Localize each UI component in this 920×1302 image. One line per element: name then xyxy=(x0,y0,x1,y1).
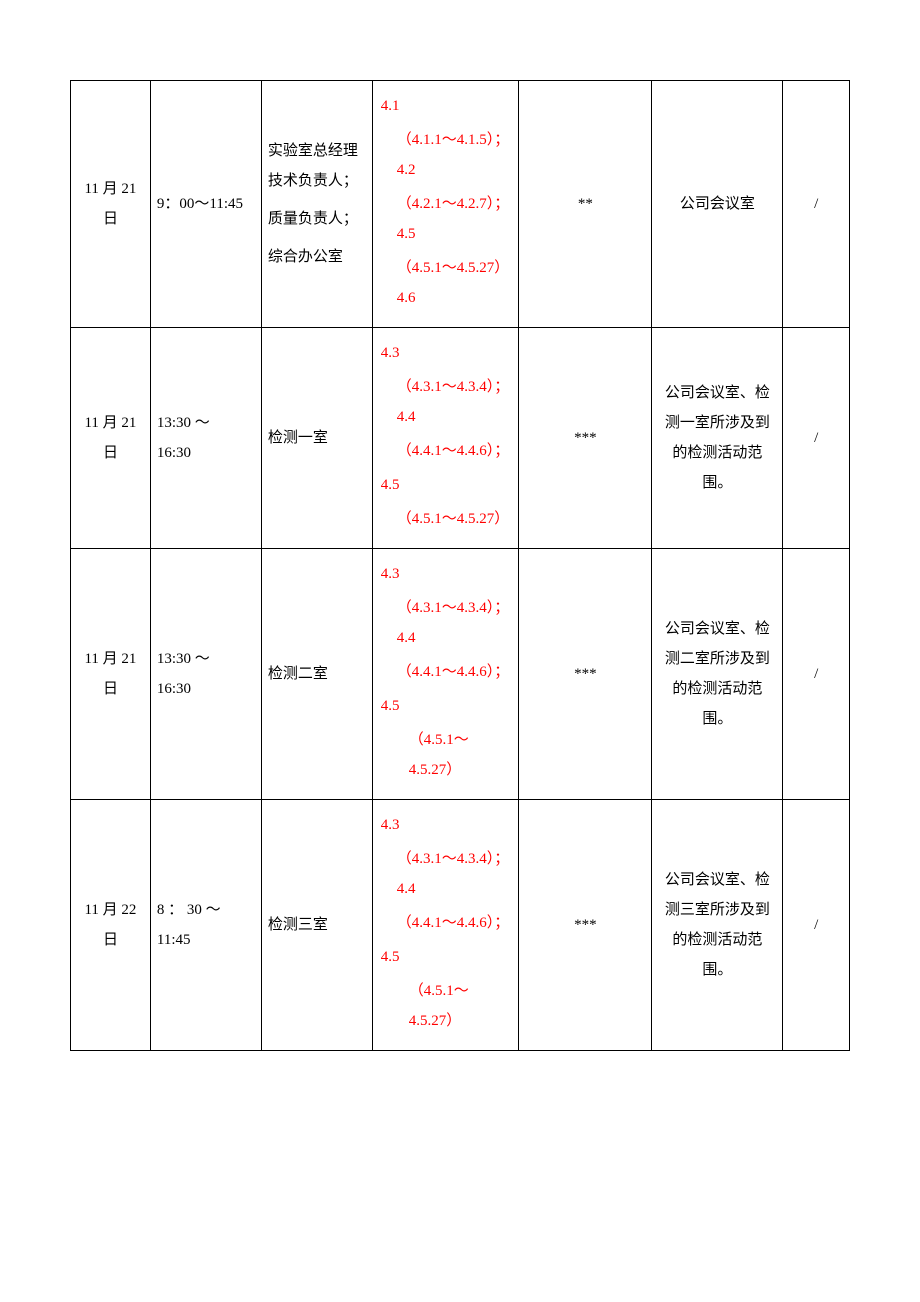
cell-location: 公司会议室、检测三室所涉及到的检测活动范围。 xyxy=(652,800,783,1051)
cell-remark: / xyxy=(783,81,850,328)
cell-location: 公司会议室 xyxy=(652,81,783,328)
clause-text: （4.3.1～4.3.4）；4.4 xyxy=(381,844,510,904)
clause-text: （4.5.1～4.5.27） xyxy=(381,504,510,534)
cell-clauses: 4.3 （4.3.1～4.3.4）；4.4 （4.4.1～4.4.6）； 4.5… xyxy=(372,549,518,800)
cell-time: 8 ： 30 ～ 11:45 xyxy=(150,800,261,1051)
time-text: 9：00～11:45 xyxy=(157,196,243,212)
table-row: 11 月 21 日 13:30 ～ 16:30 检测一室 4.3 （4.3.1～… xyxy=(71,328,850,549)
table-row: 11 月 21 日 9：00～11:45 实验室总经理 技术负责人； 质量负责人… xyxy=(71,81,850,328)
clause-text: （4.5.1～4.5.27）4.6 xyxy=(381,253,510,313)
cell-remark: / xyxy=(783,549,850,800)
cell-department: 实验室总经理 技术负责人； 质量负责人； 综合办公室 xyxy=(261,81,372,328)
cell-date: 11 月 21 日 xyxy=(71,328,151,549)
cell-star: *** xyxy=(519,328,652,549)
cell-time: 13:30 ～ 16:30 xyxy=(150,549,261,800)
cell-remark: / xyxy=(783,800,850,1051)
clause-text: 4.5 xyxy=(381,942,510,972)
clause-text: 4.3 xyxy=(381,559,510,589)
cell-location: 公司会议室、检测二室所涉及到的检测活动范围。 xyxy=(652,549,783,800)
cell-clauses: 4.3 （4.3.1～4.3.4）；4.4 （4.4.1～4.4.6）； 4.5… xyxy=(372,800,518,1051)
cell-date: 11 月 21 日 xyxy=(71,81,151,328)
cell-star: ** xyxy=(519,81,652,328)
cell-clauses: 4.1 （4.1.1～4.1.5）；4.2 （4.2.1～4.2.7）；4.5 … xyxy=(372,81,518,328)
clause-text: （4.3.1～4.3.4）；4.4 xyxy=(381,372,510,432)
cell-star: *** xyxy=(519,549,652,800)
cell-time: 13:30 ～ 16:30 xyxy=(150,328,261,549)
time-text: 16:30 xyxy=(157,674,255,704)
clause-text: （4.3.1～4.3.4）；4.4 xyxy=(381,593,510,653)
clause-text: （4.4.1～4.4.6）； xyxy=(381,657,510,687)
cell-date: 11 月 21 日 xyxy=(71,549,151,800)
cell-star: *** xyxy=(519,800,652,1051)
clause-text: 4.3 xyxy=(381,810,510,840)
clause-text: 4.5 xyxy=(381,470,510,500)
clause-text: （4.2.1～4.2.7）；4.5 xyxy=(381,189,510,249)
time-text: 16:30 xyxy=(157,438,255,468)
cell-department: 检测二室 xyxy=(261,549,372,800)
cell-date: 11 月 22 日 xyxy=(71,800,151,1051)
cell-location: 公司会议室、检测一室所涉及到的检测活动范围。 xyxy=(652,328,783,549)
clause-text: 4.1 xyxy=(381,91,510,121)
dept-text: 实验室总经理 技术负责人； xyxy=(268,136,366,196)
table-body: 11 月 21 日 9：00～11:45 实验室总经理 技术负责人； 质量负责人… xyxy=(71,81,850,1051)
clause-text: （4.5.1～4.5.27） xyxy=(381,725,510,785)
clause-text: （4.1.1～4.1.5）；4.2 xyxy=(381,125,510,185)
cell-clauses: 4.3 （4.3.1～4.3.4）；4.4 （4.4.1～4.4.6）； 4.5… xyxy=(372,328,518,549)
clause-text: （4.4.1～4.4.6）； xyxy=(381,436,510,466)
cell-department: 检测一室 xyxy=(261,328,372,549)
table-row: 11 月 22 日 8 ： 30 ～ 11:45 检测三室 4.3 （4.3.1… xyxy=(71,800,850,1051)
time-text: 13:30 ～ xyxy=(157,644,255,674)
time-text: 13:30 ～ xyxy=(157,408,255,438)
cell-time: 9：00～11:45 xyxy=(150,81,261,328)
clause-text: （4.5.1～4.5.27） xyxy=(381,976,510,1036)
time-text: 8 ： 30 ～ xyxy=(157,895,255,925)
time-text: 11:45 xyxy=(157,925,255,955)
dept-text: 质量负责人； xyxy=(268,204,366,234)
table-row: 11 月 21 日 13:30 ～ 16:30 检测二室 4.3 （4.3.1～… xyxy=(71,549,850,800)
schedule-table: 11 月 21 日 9：00～11:45 实验室总经理 技术负责人； 质量负责人… xyxy=(70,80,850,1051)
clause-text: 4.5 xyxy=(381,691,510,721)
cell-remark: / xyxy=(783,328,850,549)
clause-text: （4.4.1～4.4.6）； xyxy=(381,908,510,938)
clause-text: 4.3 xyxy=(381,338,510,368)
cell-department: 检测三室 xyxy=(261,800,372,1051)
dept-text: 综合办公室 xyxy=(268,242,366,272)
